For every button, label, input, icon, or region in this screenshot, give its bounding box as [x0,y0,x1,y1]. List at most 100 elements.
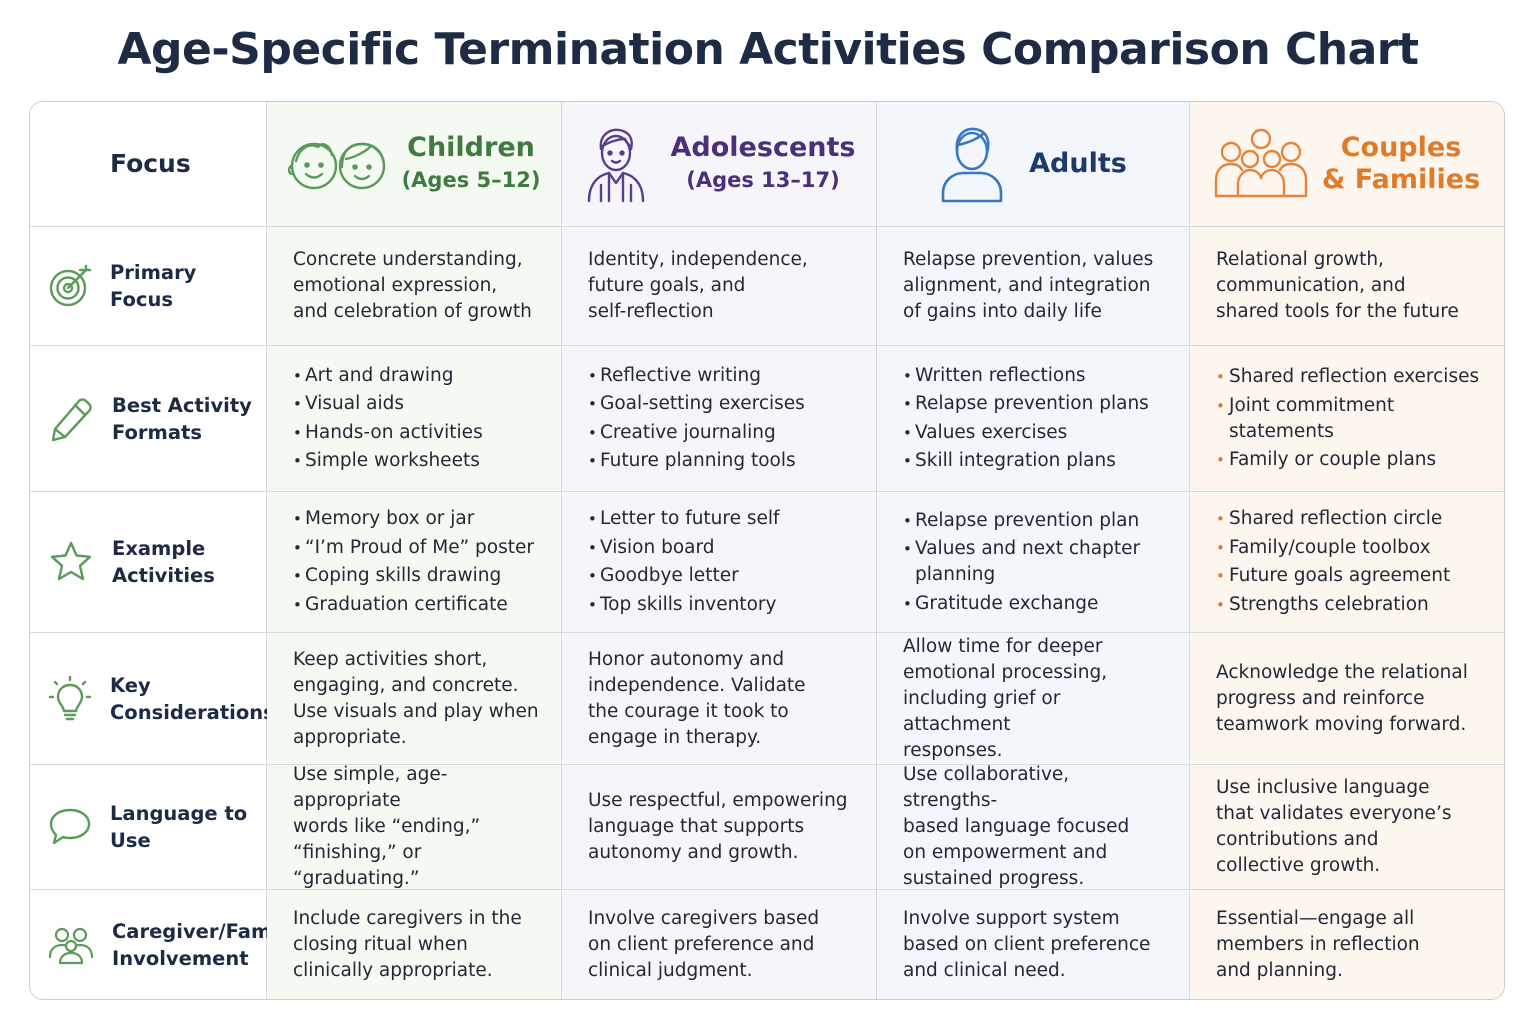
focus-column-header: Focus [30,102,267,227]
list-item: Visual aids [293,391,539,417]
language-to-use-couples-cell: Use inclusive language that validates ev… [1190,765,1504,890]
cell-text: Allow time for deeper emotional processi… [903,635,1108,761]
language-to-use-adolescents-cell: Use respectful, empowering language that… [562,765,877,890]
bullet-list: Shared reflection circle Family/couple to… [1216,504,1482,621]
caregiver-family-involvement-couples-cell: Essential—engage all members in reflecti… [1190,890,1504,999]
list-item: Reflective writing [588,363,854,389]
adults-column-header: Adults [877,102,1190,227]
row-label-key-considerations: Key Considerations [30,633,275,765]
couples-header-label: Couples [1340,132,1462,163]
bullet-list: Written reflectionsRelapse prevention pl… [903,360,1167,477]
cell-text: Relational growth, communication, and sh… [1216,249,1459,322]
lightbulb-icon [48,675,92,723]
list-item: Written reflections [903,363,1167,389]
people-icon [48,925,94,965]
language-to-use-children-cell: Use simple, age-appropriate words like “… [267,764,562,890]
adolescents-age-range: (Ages 13–17) [686,168,840,192]
star-icon [48,540,94,584]
children-age-range: (Ages 5–12) [401,168,541,192]
caregiver-family-involvement-adolescents-cell: Involve caregivers based on client prefe… [562,890,877,999]
example-activities-adults-cell: Relapse prevention planValues and next c… [877,492,1190,633]
list-item: “I’m Proud of Me” poster [293,535,539,561]
list-item: Skill integration plans [903,448,1167,474]
couples-families-column-header: Couples & Families [1190,102,1504,227]
comparison-grid: Focus Children (Ages 5–12) [30,102,1504,999]
best-activity-formats-children-cell: Art and drawingVisual aids Hands-on activ… [267,346,562,492]
bullet-list: Reflective writingGoal-setting exercises… [588,360,854,477]
speech-bubble-icon [48,806,92,848]
page-title: Age-Specific Termination Activities Comp… [117,24,1419,75]
comparison-table: Focus Children (Ages 5–12) [29,101,1505,1000]
row-label-text: Primary Focus [110,261,197,311]
cell-text: Involve support system based on client p… [903,907,1151,981]
adolescents-column-header: Adolescents (Ages 13–17) [562,102,877,227]
list-item: Shared reflection exercises [1216,364,1482,390]
key-considerations-children-cell: Keep activities short, engaging, and con… [267,633,562,765]
caregiver-family-involvement-children-cell: Include caregivers in the closing ritual… [267,890,562,999]
row-label-caregiver-family-involvement: Caregiver/Family Involvement [30,890,297,999]
target-icon [48,264,92,308]
adolescents-header-label: Adolescents [670,132,856,163]
cell-text: Acknowledge the relational progress and … [1216,661,1468,735]
bullet-list: Relapse prevention planValues and next c… [903,505,1167,619]
primary-focus-children-cell: Concrete understanding, emotional expres… [267,227,562,346]
row-label-text: Example Activities [112,537,215,587]
list-item: Values exercises [903,420,1167,446]
primary-focus-couples-cell: Relational growth, communication, and sh… [1190,227,1504,346]
cell-text: Use simple, age-appropriate words like “… [293,764,481,889]
row-label-text: Best Activity Formats [112,393,252,444]
list-item: Future planning tools [588,448,854,474]
list-item: Future goals agreement [1216,563,1482,589]
list-item: Simple worksheets [293,448,539,474]
list-item: Letter to future self [588,506,854,532]
best-activity-formats-couples-cell: Shared reflection exercises Joint commitm… [1190,346,1504,492]
row-label-text: Key Considerations [110,673,275,724]
list-item: Relapse prevention plans [903,391,1167,417]
bullet-list: Memory box or jar “I’m Proud of Me” poste… [293,504,539,621]
list-item: Memory box or jar [293,506,539,532]
cell-text: Concrete understanding, emotional expres… [293,249,532,322]
cell-text: Use collaborative, strengths- based lang… [903,764,1130,889]
bullet-list: Art and drawingVisual aids Hands-on activ… [293,360,539,477]
language-to-use-adults-cell: Use collaborative, strengths- based lang… [877,764,1190,890]
row-label-language-to-use: Language to Use [30,765,267,890]
bullet-list: Letter to future self Vision boardGoodbye… [588,504,854,621]
list-item: Relapse prevention plan [903,508,1167,534]
pencil-icon [48,395,94,443]
key-considerations-couples-cell: Acknowledge the relational progress and … [1190,633,1504,765]
cell-text: Essential—engage all members in reflecti… [1216,907,1420,981]
list-item: Values and next chapter planning [903,536,1167,588]
list-item: Family or couple plans [1216,447,1482,473]
row-label-primary-focus: Primary Focus [30,227,267,346]
children-header-label: Children [407,132,535,163]
best-activity-formats-adolescents-cell: Reflective writingGoal-setting exercises… [562,346,877,492]
families-header-label: & Families [1321,164,1481,195]
list-item: Coping skills drawing [293,563,539,589]
list-item: Creative journaling [588,420,854,446]
best-activity-formats-adults-cell: Written reflectionsRelapse prevention pl… [877,346,1190,492]
adult-person-icon [941,127,1003,203]
list-item: Family/couple toolbox [1216,535,1482,561]
adolescent-icon [587,128,644,203]
adults-header-label: Adults [1029,148,1127,179]
primary-focus-adults-cell: Relapse prevention, values alignment, an… [877,227,1190,346]
cell-text: Involve caregivers based on client prefe… [588,907,820,981]
list-item: Shared reflection circle [1216,506,1482,532]
key-considerations-adults-cell: Allow time for deeper emotional processi… [877,633,1190,765]
cell-text: Identity, independence, future goals, an… [588,249,808,322]
list-item: Gratitude exchange [903,591,1167,617]
list-item: Vision board [588,535,854,561]
list-item: Top skills inventory [588,592,854,618]
list-item: Goal-setting exercises [588,391,854,417]
cell-text: Keep activities short, engaging, and con… [293,648,539,748]
family-group-icon [1214,128,1308,198]
key-considerations-adolescents-cell: Honor autonomy and independence. Validat… [562,633,877,765]
bullet-list: Shared reflection exercises Joint commitm… [1216,362,1482,476]
cell-text: Honor autonomy and independence. Validat… [588,648,806,748]
children-column-header: Children (Ages 5–12) [267,102,562,227]
example-activities-couples-cell: Shared reflection circle Family/couple to… [1190,492,1504,633]
row-label-example-activities: Example Activities [30,492,267,633]
list-item: Goodbye letter [588,563,854,589]
cell-text: Use inclusive language that validates ev… [1216,777,1452,876]
primary-focus-adolescents-cell: Identity, independence, future goals, an… [562,227,877,346]
